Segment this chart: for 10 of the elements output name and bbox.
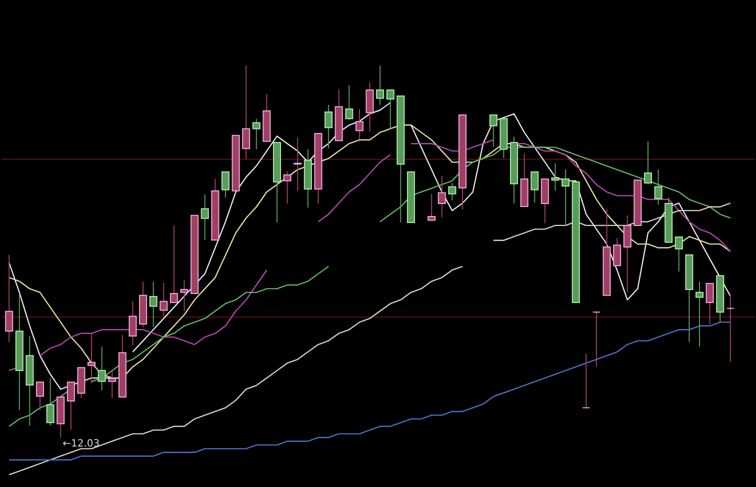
- candlestick: [592, 312, 600, 367]
- candlestick: [36, 382, 44, 410]
- candlestick: [376, 64, 384, 106]
- text: ←12.03: [62, 438, 100, 450]
- candlestick: [582, 353, 590, 408]
- candlestick: [46, 378, 54, 426]
- candlestick: [696, 281, 704, 348]
- candlestick: [5, 254, 14, 342]
- candlestick: [66, 382, 75, 430]
- candlestick: [726, 294, 734, 362]
